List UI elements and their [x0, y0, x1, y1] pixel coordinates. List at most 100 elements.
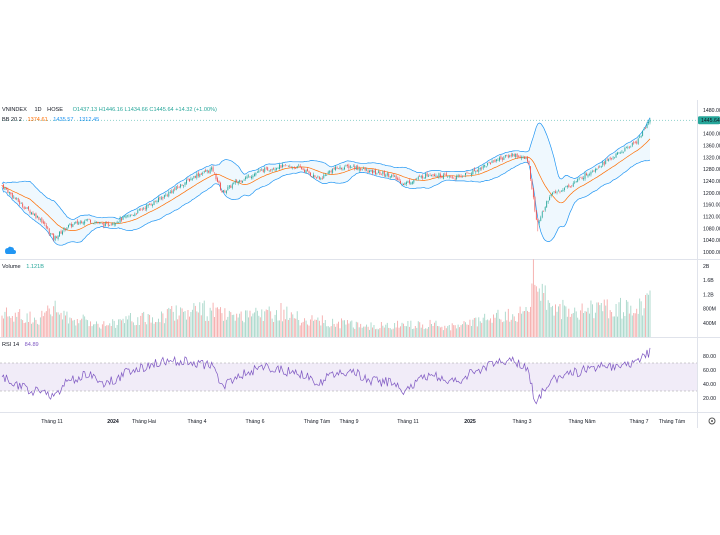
volume-bar	[276, 310, 277, 337]
volume-bar	[352, 327, 354, 337]
candle-body	[292, 168, 294, 169]
candle-body	[153, 201, 155, 205]
candle-body	[484, 165, 486, 167]
candle-body	[531, 179, 533, 189]
volume-bar	[411, 329, 413, 337]
tradingview-cloud-icon[interactable]	[5, 246, 16, 254]
volume-bar	[129, 313, 131, 337]
candle-body	[574, 182, 576, 183]
candle-body	[231, 184, 233, 189]
volume-bar	[622, 312, 624, 337]
volume-tick-label: 400M	[703, 321, 716, 327]
rsi-legend[interactable]: RSI 14 84.89	[2, 342, 39, 348]
candle-body	[445, 173, 447, 176]
candle-body	[575, 181, 577, 183]
rsi-axis-ticks[interactable]: 80.00 60.00 40.00 20.00	[703, 354, 716, 402]
volume-bar	[212, 302, 214, 337]
volume-bars-group	[1, 259, 651, 337]
candle-body	[166, 195, 168, 196]
candle-body	[158, 197, 159, 203]
bb-legend[interactable]: BB 20 2 1374.61 1435.57 1312.45	[2, 117, 99, 123]
volume-tick-label: 800M	[703, 307, 716, 313]
candle-body	[121, 218, 122, 221]
volume-bar	[431, 324, 432, 337]
volume-bar	[174, 320, 176, 337]
volume-bar	[501, 322, 503, 337]
candle-body	[7, 189, 9, 193]
candle-body	[590, 172, 592, 175]
volume-bar	[34, 317, 35, 337]
candle-body	[175, 186, 177, 191]
candle-body	[513, 154, 515, 157]
volume-bar	[45, 311, 47, 337]
interval-label[interactable]: 1D	[34, 107, 41, 113]
candle-body	[435, 175, 437, 177]
volume-bar	[298, 320, 300, 337]
volume-bar	[208, 320, 210, 337]
candle-body	[642, 131, 644, 136]
candle-body	[128, 215, 130, 217]
volume-bar	[243, 322, 245, 337]
price-axis-ticks[interactable]: 1480.001440.001400.001360.001320.001280.…	[703, 108, 720, 256]
volume-bar	[230, 312, 232, 337]
volume-legend[interactable]: Volume 1.121B	[2, 264, 44, 270]
candle-body	[127, 215, 128, 217]
candle-body	[482, 165, 484, 169]
volume-bar	[181, 308, 183, 337]
volume-bar	[19, 309, 21, 337]
candle-body	[338, 168, 339, 170]
candle-body	[156, 201, 158, 202]
volume-bar	[547, 300, 549, 337]
candle-body	[457, 175, 459, 177]
candle-body	[532, 188, 534, 198]
candle-body	[234, 180, 236, 184]
candle-body	[194, 175, 196, 178]
candle-body	[79, 221, 81, 224]
time-axis-label: 2025	[464, 419, 476, 425]
candle-body	[69, 223, 71, 225]
candle-body	[375, 170, 376, 175]
volume-bar	[264, 311, 266, 337]
rsi-tick-label: 20.00	[703, 396, 716, 402]
candle-body	[214, 172, 215, 173]
candle-body	[169, 191, 171, 193]
volume-bar	[308, 325, 310, 337]
volume-bar	[315, 319, 317, 337]
candle-body	[91, 222, 93, 224]
candle-body	[476, 170, 478, 172]
volume-axis-ticks[interactable]: 2B 1.6B 1.2B 800M 400M	[703, 264, 716, 327]
time-axis-labels[interactable]: Tháng 11 2024 Tháng Hai Tháng 4 Tháng 6 Tháng…	[41, 419, 685, 425]
candle-body	[62, 231, 63, 235]
volume-value: 1.121B	[26, 264, 44, 270]
candle-body	[298, 165, 300, 167]
candle-body	[237, 181, 239, 184]
candle-body	[605, 160, 607, 164]
volume-bar	[20, 319, 22, 337]
symbol-label[interactable]: VNINDEX	[2, 107, 27, 113]
settings-gear-icon[interactable]	[708, 417, 716, 425]
candle-body	[550, 194, 552, 196]
candle-body	[385, 175, 387, 177]
volume-bar	[88, 326, 90, 337]
volume-bar	[141, 313, 143, 337]
candle-body	[73, 222, 75, 224]
volume-bar	[372, 327, 373, 337]
volume-bar	[180, 307, 182, 337]
volume-bar	[577, 317, 579, 337]
volume-bar	[429, 319, 431, 337]
candle-body	[318, 176, 320, 179]
volume-bar	[552, 305, 554, 337]
candle-body	[442, 174, 444, 179]
candle-body	[622, 151, 624, 153]
candle-body	[419, 176, 421, 177]
candle-body	[327, 171, 329, 174]
candle-body	[512, 154, 514, 156]
candle-body	[493, 160, 494, 162]
candle-body	[265, 167, 267, 169]
candle-body	[469, 173, 471, 174]
rsi-tick-label: 60.00	[703, 368, 716, 374]
time-axis-label: Tháng Tám	[659, 419, 685, 425]
candle-body	[174, 188, 176, 190]
